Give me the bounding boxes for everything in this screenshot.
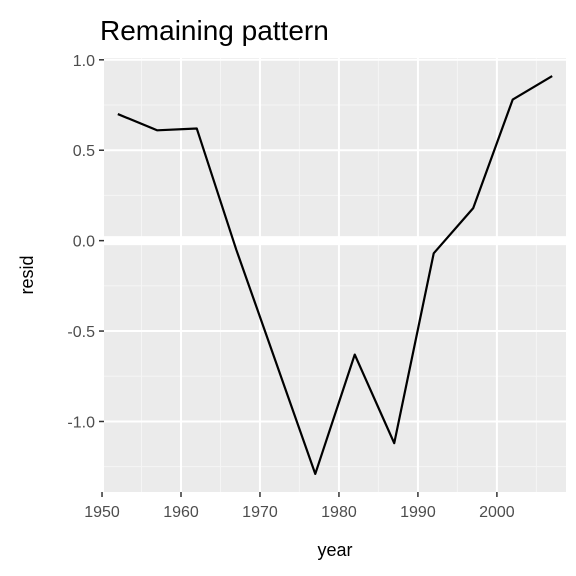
y-tick-label: 0.0 <box>73 234 95 251</box>
x-tick-label: 1990 <box>400 504 436 521</box>
x-tick-label: 2000 <box>479 504 515 521</box>
x-tick-label: 1950 <box>84 504 120 521</box>
chart-title: Remaining pattern <box>100 15 329 46</box>
y-tick-label: -0.5 <box>67 324 95 341</box>
x-tick-label: 1970 <box>242 504 278 521</box>
y-axis-title: resid <box>17 255 37 294</box>
x-axis-title: year <box>317 540 352 560</box>
y-tick-label: 1.0 <box>73 53 95 70</box>
x-tick-label: 1980 <box>321 504 357 521</box>
series-line <box>117 75 553 476</box>
y-tick-label: 0.5 <box>73 143 95 160</box>
y-axis: 1.0 0.5 0.0 -0.5 -1.0 <box>67 53 104 431</box>
x-axis: 1950 1960 1970 1980 1990 2000 <box>84 492 515 521</box>
x-tick-label: 1960 <box>163 504 199 521</box>
y-tick-label: -1.0 <box>67 414 95 431</box>
